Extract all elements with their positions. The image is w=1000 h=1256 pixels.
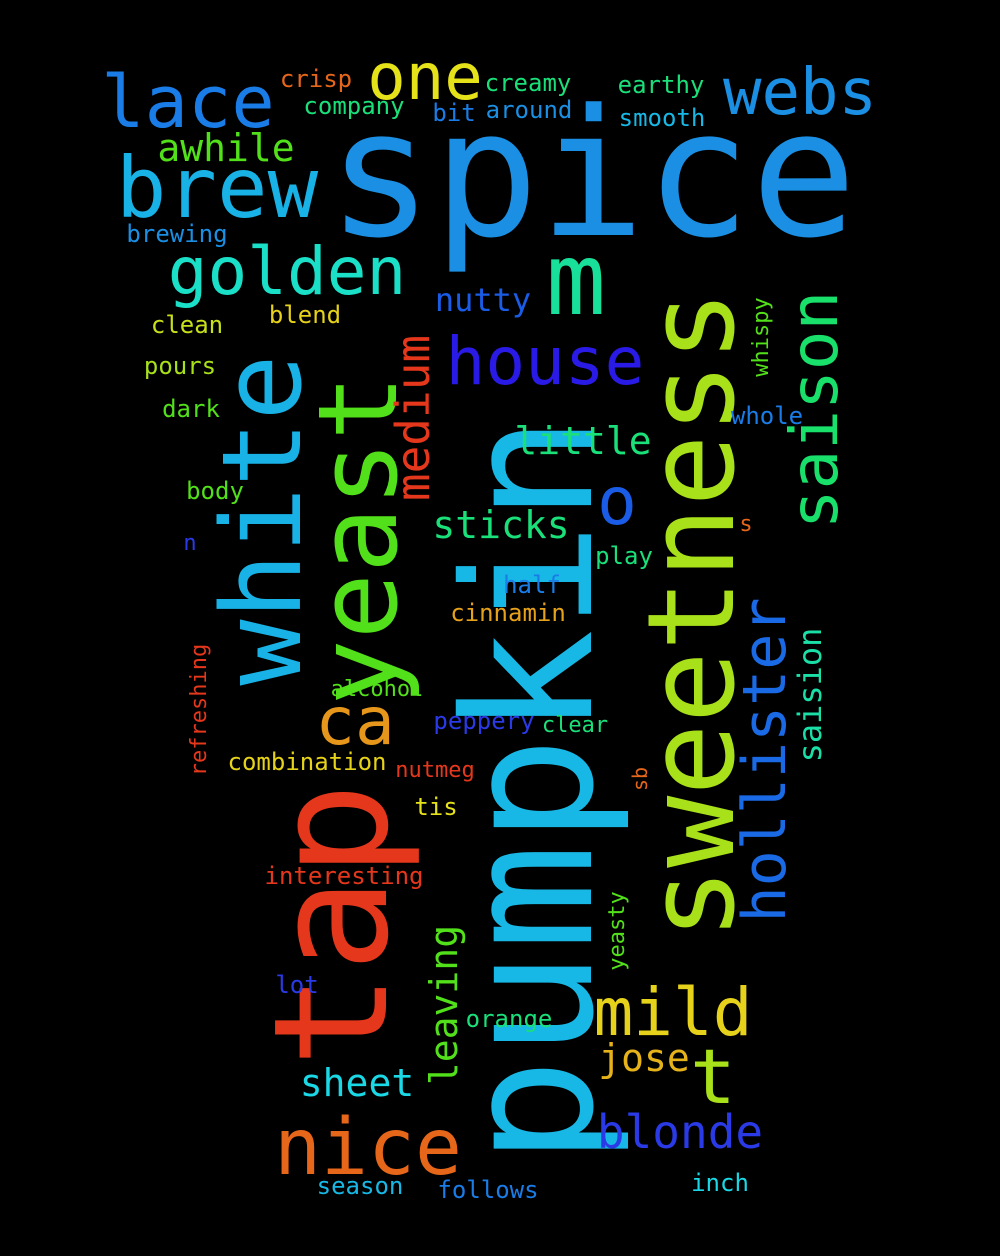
word-m: m — [545, 221, 607, 338]
word-creamy: creamy — [484, 69, 572, 97]
word-spice: spice — [327, 72, 857, 277]
word-hollister: hollister — [730, 597, 800, 923]
word-bit: bit — [432, 99, 476, 127]
word-pours: pours — [143, 352, 217, 380]
word-tis: tis — [414, 793, 458, 821]
word-lot: lot — [275, 971, 319, 999]
word-house: house — [445, 323, 645, 400]
word-interesting: interesting — [264, 862, 424, 890]
word-body: body — [186, 477, 244, 505]
word-brewing: brewing — [126, 220, 228, 248]
word-jose: jose — [598, 1036, 690, 1080]
word-clean: clean — [150, 311, 224, 339]
word-follows: follows — [437, 1176, 539, 1204]
word-sb: sb — [628, 766, 652, 792]
word-brew: brew — [115, 139, 319, 237]
word-season: season — [316, 1172, 404, 1200]
word-crisp: crisp — [279, 65, 353, 93]
word-nutmeg: nutmeg — [395, 758, 475, 783]
word-lace: lace — [101, 60, 275, 144]
word-n: n — [183, 531, 197, 556]
word-dark: dark — [162, 395, 220, 423]
word-alcohol: alcohol — [330, 677, 424, 702]
word-smooth: smooth — [618, 104, 706, 132]
word-blonde: blonde — [596, 1105, 764, 1159]
word-play: play — [595, 542, 653, 570]
word-inch: inch — [691, 1169, 749, 1197]
word-cinnamin: cinnamin — [450, 599, 566, 627]
word-t: t — [690, 1032, 736, 1121]
word-yeasty: yeasty — [605, 891, 630, 971]
word-mild: mild — [593, 974, 753, 1051]
word-orange: orange — [465, 1005, 553, 1033]
word-whispy: whispy — [749, 297, 774, 377]
word-medium: medium — [386, 334, 440, 502]
word-awhile: awhile — [157, 126, 295, 170]
word-tap: tap — [240, 782, 424, 1068]
word-whole: whole — [730, 402, 804, 430]
word-earthy: earthy — [617, 71, 705, 99]
word-little: little — [514, 419, 652, 463]
word-nutty: nutty — [434, 281, 532, 319]
word-around: around — [485, 96, 573, 124]
word-o: o — [597, 463, 637, 540]
word-refreshing: refreshing — [187, 643, 212, 777]
word-clear: clear — [541, 713, 609, 738]
word-combination: combination — [227, 748, 387, 776]
word-s: s — [739, 512, 753, 537]
word-webs: webs — [722, 56, 878, 130]
word-sticks: sticks — [432, 503, 570, 547]
word-sheet: sheet — [299, 1061, 415, 1105]
word-nice: nice — [274, 1103, 462, 1193]
word-one: one — [367, 41, 483, 115]
word-blend: blend — [268, 301, 342, 329]
word-half: half — [503, 571, 561, 599]
word-saision: saision — [791, 627, 829, 763]
word-ca: ca — [315, 683, 395, 760]
word-company: company — [303, 92, 405, 120]
word-leaving: leaving — [422, 924, 466, 1086]
word-golden: golden — [167, 233, 407, 310]
word-peppery: peppery — [433, 707, 535, 735]
